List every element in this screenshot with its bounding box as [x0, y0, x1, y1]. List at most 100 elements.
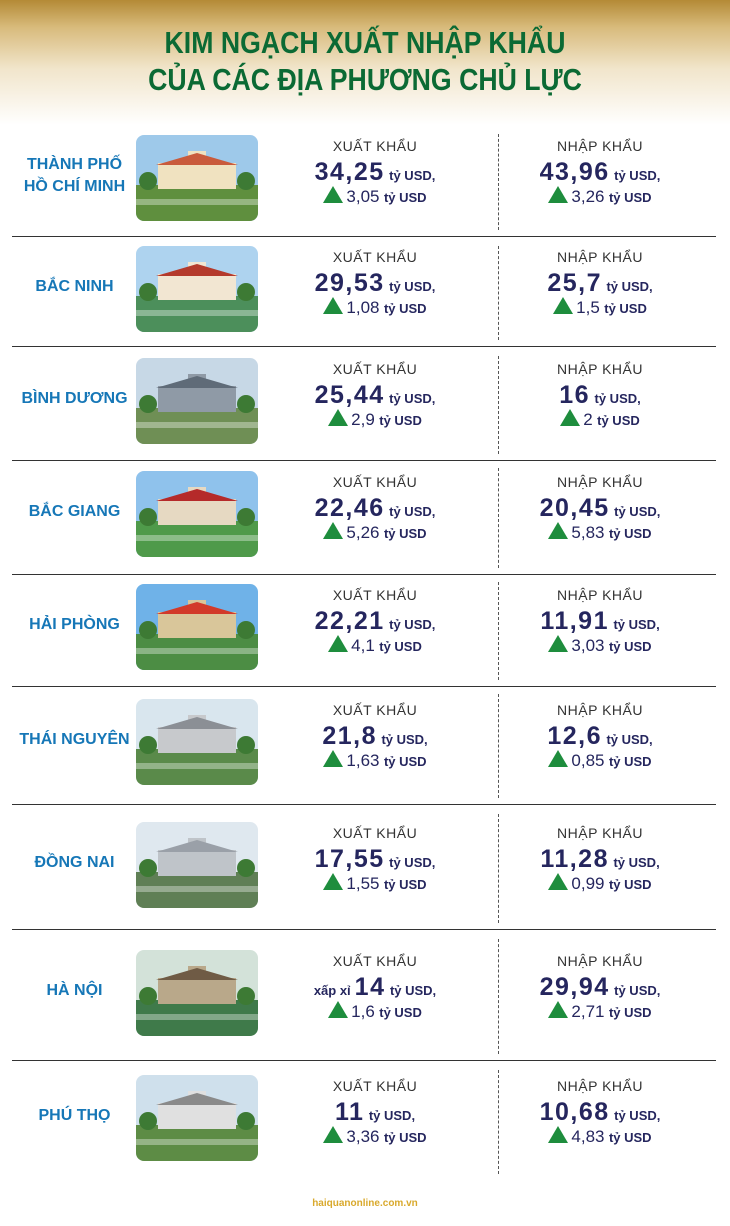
export-unit: tỷ USD, [389, 854, 436, 870]
export-unit: tỷ USD, [389, 504, 436, 519]
export-value: 14 [354, 972, 386, 1001]
row-divider [12, 346, 716, 347]
export-unit: tỷ USD, [368, 1108, 416, 1123]
import-unit: tỷ USD, [613, 617, 660, 632]
city-name: ĐỒNG NAI [12, 852, 137, 874]
export-unit: tỷ USD, [389, 168, 436, 183]
row-divider [12, 574, 716, 575]
export-unit: tỷ USD, [389, 391, 436, 406]
import-unit: tỷ USD, [614, 982, 661, 998]
increase-arrow-icon [323, 186, 344, 203]
export-increase-unit: tỷ USD [383, 876, 427, 892]
export-column: XUẤT KHẨU 34,25 tỷ USD, 3,05 tỷ USD [290, 138, 460, 208]
import-increase-line: 3,03 tỷ USD [510, 635, 690, 657]
city-name: HẢI PHÒNG [12, 614, 137, 636]
export-column: XUẤT KHẨU 22,21 tỷ USD, 4,1 tỷ USD [290, 587, 460, 657]
import-increase: 0,85 [571, 751, 605, 770]
export-value: 29,53 [314, 269, 385, 297]
import-value: 29,94 [539, 972, 610, 1001]
city-name: HÀ NỘI [12, 980, 137, 1002]
export-unit: tỷ USD, [389, 279, 436, 294]
city-name-line-1: BẮC GIANG [28, 503, 121, 520]
row-divider [12, 1060, 716, 1061]
export-increase: 3,05 [346, 187, 380, 206]
increase-arrow-icon [548, 872, 569, 890]
export-increase-line: 1,6 tỷ USD [290, 1000, 460, 1023]
export-value-line: 22,46 tỷ USD, [290, 494, 460, 522]
import-increase: 1,5 [576, 298, 600, 317]
city-photo [136, 821, 258, 908]
import-value: 12,6 [547, 722, 602, 750]
city-photo-image [136, 699, 258, 785]
export-increase-unit: tỷ USD [379, 413, 422, 428]
import-increase-line: 2,71 tỷ USD [510, 1000, 690, 1023]
export-label: XUẤT KHẨU [332, 952, 418, 969]
export-increase: 1,63 [346, 751, 380, 770]
import-value-line: 29,94 tỷ USD, [510, 973, 690, 1001]
export-value: 34,25 [314, 158, 385, 186]
import-increase: 2 [583, 410, 593, 429]
export-approx-prefix: xấp xỉ [313, 982, 351, 998]
column-separator [498, 246, 499, 340]
export-value-line: xấp xỉ 14 tỷ USD, [290, 973, 460, 1001]
import-increase-unit: tỷ USD [608, 526, 652, 541]
import-increase: 5,83 [571, 523, 605, 542]
export-increase-line: 1,55 tỷ USD [290, 872, 460, 895]
import-unit: tỷ USD, [606, 279, 653, 294]
row-divider [12, 804, 716, 805]
import-value: 20,45 [539, 494, 610, 522]
export-increase-unit: tỷ USD [383, 754, 427, 769]
import-column: NHẬP KHẨU 11,91 tỷ USD, 3,03 tỷ USD [510, 587, 690, 657]
import-label: NHẬP KHẨU [557, 361, 643, 377]
city-photo-image [136, 471, 258, 557]
export-column: XUẤT KHẨU 25,44 tỷ USD, 2,9 tỷ USD [290, 361, 460, 431]
import-increase: 3,26 [571, 187, 605, 206]
city-name-line-1: BÌNH DƯƠNG [21, 390, 128, 407]
city-photo-image [136, 246, 258, 332]
increase-arrow-icon [323, 750, 344, 767]
increase-arrow-icon [560, 409, 581, 426]
import-increase-unit: tỷ USD [597, 413, 640, 428]
import-column: NHẬP KHẨU 43,96 tỷ USD, 3,26 tỷ USD [510, 138, 690, 208]
import-value: 11,28 [540, 844, 609, 873]
export-column: XUẤT KHẨU 22,46 tỷ USD, 5,26 tỷ USD [290, 474, 460, 544]
import-label: NHẬP KHẨU [557, 474, 643, 490]
column-separator [498, 134, 499, 230]
import-label: NHẬP KHẨU [557, 952, 643, 969]
import-value-line: 43,96 tỷ USD, [510, 158, 690, 186]
city-photo-image [136, 821, 258, 908]
import-unit: tỷ USD, [614, 504, 661, 519]
city-name-line-1: HÀ NỘI [46, 981, 103, 999]
import-increase-line: 0,85 tỷ USD [510, 750, 690, 772]
export-label: XUẤT KHẨU [332, 702, 418, 718]
export-value-line: 25,44 tỷ USD, [290, 381, 460, 409]
export-increase: 1,55 [346, 873, 380, 893]
city-photo-image [136, 358, 258, 444]
row-divider [12, 686, 716, 687]
export-unit: tỷ USD, [389, 617, 436, 632]
import-label: NHẬP KHẨU [557, 587, 643, 603]
import-column: NHẬP KHẨU 10,68 tỷ USD, 4,83 tỷ USD [510, 1078, 690, 1148]
export-value: 11 [334, 1098, 365, 1126]
increase-arrow-icon [548, 1000, 569, 1018]
title-line-2: CỦA CÁC ĐỊA PHƯƠNG CHỦ LỰC [148, 62, 582, 97]
city-photo [136, 949, 258, 1036]
import-label: NHẬP KHẨU [557, 249, 643, 265]
import-label: NHẬP KHẨU [557, 1078, 643, 1094]
import-value: 11,91 [540, 607, 609, 635]
city-photo [136, 584, 258, 670]
increase-arrow-icon [548, 186, 569, 203]
import-label: NHẬP KHẨU [557, 824, 643, 841]
city-name-line-1: BẮC NINH [35, 278, 114, 295]
export-value: 25,44 [314, 381, 385, 409]
import-value: 10,68 [539, 1098, 610, 1126]
import-value: 16 [559, 381, 591, 409]
export-label: XUẤT KHẨU [332, 587, 418, 603]
export-value-line: 11 tỷ USD, [290, 1098, 460, 1126]
city-photo-image [136, 1075, 258, 1161]
city-photo-image [136, 135, 258, 221]
export-value-line: 29,53 tỷ USD, [290, 269, 460, 297]
export-column: XUẤT KHẨU xấp xỉ 14 tỷ USD, 1,6 tỷ USD [290, 953, 460, 1023]
export-column: XUẤT KHẨU 17,55 tỷ USD, 1,55 tỷ USD [290, 825, 460, 895]
export-increase-line: 3,05 tỷ USD [290, 186, 460, 208]
